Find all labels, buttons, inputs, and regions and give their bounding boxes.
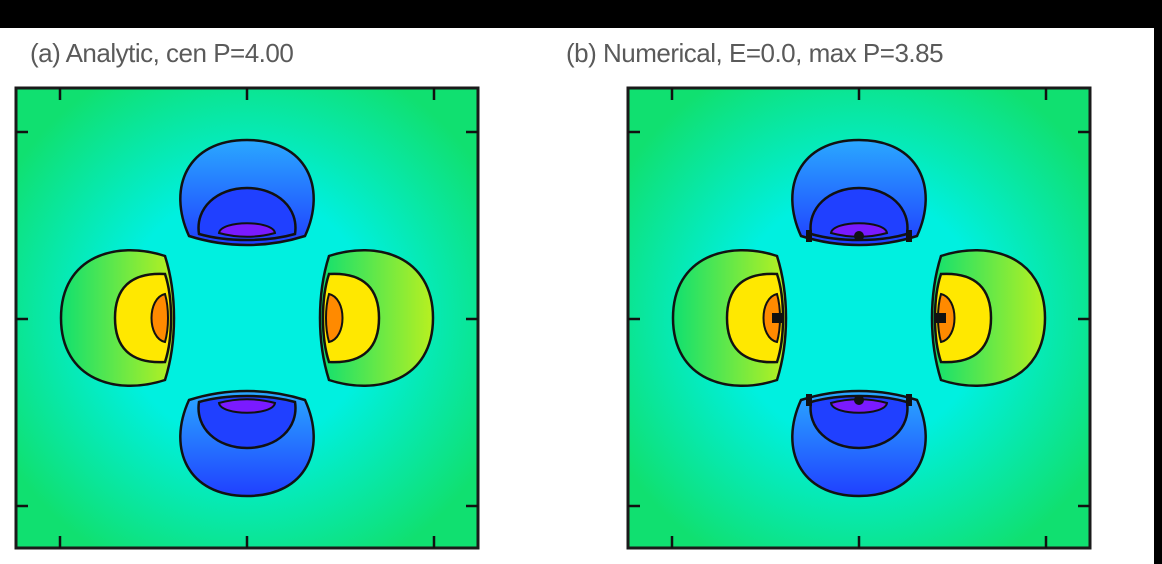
lobe-right-mid: [321, 272, 381, 364]
lobe-left-mid: [113, 272, 173, 364]
artifact-bottom-1: [906, 394, 912, 406]
top-border: [0, 0, 1162, 28]
tick-marks: [16, 88, 478, 548]
right-border: [1154, 0, 1162, 564]
lobe-bottom-inner: [217, 398, 277, 414]
artifact-top-1: [906, 230, 912, 242]
lobe-left-mid: [725, 272, 785, 364]
lobe-right-mid: [933, 272, 993, 364]
singularity-right: [936, 313, 946, 323]
tick-marks: [628, 88, 1090, 548]
panel-b-title: (b) Numerical, E=0.0, max P=3.85: [566, 38, 944, 68]
singularity-bottom: [854, 395, 864, 405]
panel-a-plot: [14, 86, 480, 550]
lobe-left-inner: [150, 292, 169, 344]
panel-b-plot: [626, 86, 1092, 550]
contour-lobes: [671, 138, 1047, 498]
singularity-left: [772, 313, 782, 323]
artifact-top-0: [806, 230, 812, 242]
artifact-bottom-0: [806, 394, 812, 406]
lobe-left-inner: [762, 292, 781, 344]
lobe-right-inner: [325, 292, 344, 344]
lobe-right-inner: [937, 292, 956, 344]
singularity-top: [854, 231, 864, 241]
lobe-top-inner: [217, 222, 277, 238]
lobe-top-inner: [829, 222, 889, 238]
panel-a-title: (a) Analytic, cen P=4.00: [30, 38, 294, 68]
contour-lobes: [59, 138, 435, 498]
lobe-bottom-inner: [829, 398, 889, 414]
